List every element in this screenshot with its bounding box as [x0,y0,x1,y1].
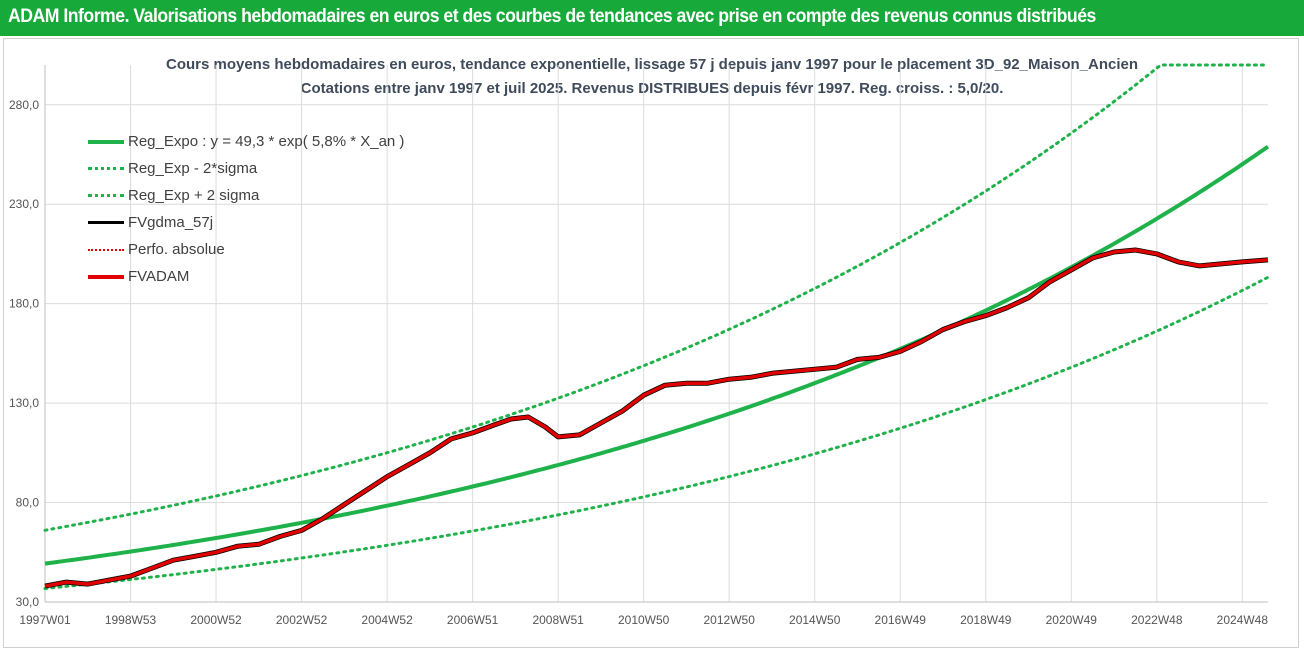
legend-swatch-fvgdma [88,221,124,224]
x-tick-label: 2014W50 [789,613,841,627]
x-tick-label: 2004W52 [361,613,413,627]
legend-item-perfo-absolue: Perfo. absolue [88,236,404,263]
legend-item-fvadam: FVADAM [88,263,404,290]
legend-swatch-reg-exp-minus [88,167,124,170]
x-tick-label: 2022W48 [1131,613,1183,627]
chart-legend: Reg_Expo : y = 49,3 * exp( 5,8% * X_an )… [88,128,404,290]
x-tick-label: 2000W52 [190,613,242,627]
x-tick-label: 2008W51 [532,613,584,627]
legend-label: Perfo. absolue [128,241,225,258]
chart-title-line2: Cotations entre janv 1997 et juil 2025. … [300,80,1004,97]
x-tick-label: 1998W53 [105,613,157,627]
y-tick-label: 130,0 [9,396,39,410]
legend-label: Reg_Exp + 2 sigma [128,187,260,204]
header-bar: ADAM Informe. Valorisations hebdomadaire… [0,0,1304,36]
legend-label: FVADAM [128,268,190,285]
legend-label: Reg_Expo : y = 49,3 * exp( 5,8% * X_an ) [128,133,405,150]
x-tick-label: 2020W49 [1046,613,1098,627]
legend-item-fvgdma: FVgdma_57j [88,209,404,236]
x-tick-label: 2006W51 [447,613,499,627]
y-tick-label: 80,0 [16,496,40,510]
x-tick-label: 2024W48 [1217,613,1269,627]
legend-item-reg-exp-plus: Reg_Exp + 2 sigma [88,182,404,209]
legend-swatch-fvadam [88,274,124,279]
legend-label: Reg_Exp - 2*sigma [128,160,258,177]
x-tick-label: 2010W50 [618,613,670,627]
y-tick-label: 30,0 [16,595,40,609]
y-tick-label: 180,0 [9,297,39,311]
y-tick-label: 230,0 [9,197,39,211]
y-tick-label: 280,0 [9,98,39,112]
series-fvadam [44,248,1269,588]
x-tick-label: 2018W49 [960,613,1012,627]
chart-title-line1: Cours moyens hebdomadaires en euros, ten… [165,56,1138,73]
legend-label: FVgdma_57j [128,214,214,231]
x-tick-label: 1997W01 [19,613,71,627]
legend-swatch-reg-exp-plus [88,194,124,197]
legend-item-reg-expo: Reg_Expo : y = 49,3 * exp( 5,8% * X_an ) [88,128,404,155]
legend-swatch-reg-expo [88,139,124,144]
legend-swatch-perfo-absolue [88,248,124,251]
series-reg-exp-minus-2sigma [43,275,1270,590]
x-tick-label: 2002W52 [276,613,328,627]
x-tick-label: 2016W49 [875,613,927,627]
series-reg-exp-plus-2sigma [43,63,1270,532]
header-title: ADAM Informe. Valorisations hebdomadaire… [8,6,1096,27]
x-tick-label: 2012W50 [704,613,756,627]
chart-frame [3,38,1299,648]
legend-item-reg-exp-minus: Reg_Exp - 2*sigma [88,155,404,182]
